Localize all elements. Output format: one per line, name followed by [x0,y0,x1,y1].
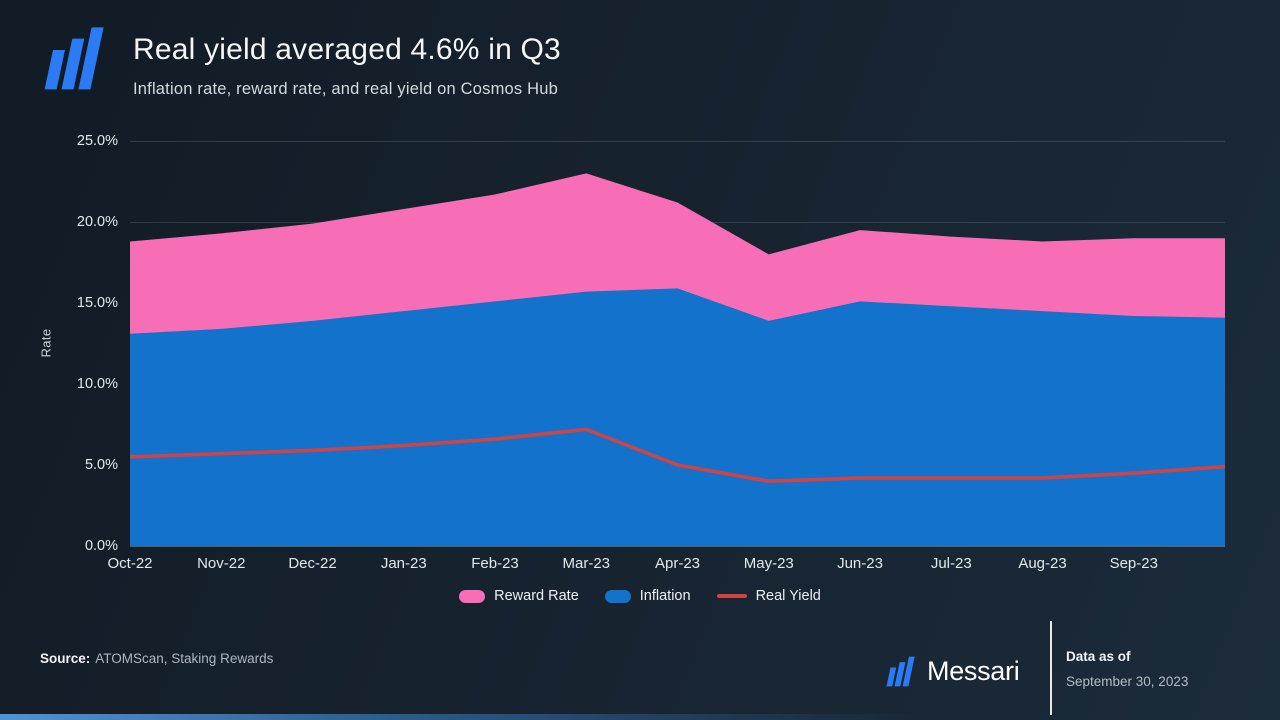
messari-logomark-icon [44,26,106,90]
x-tick-label: Aug-23 [1018,555,1067,572]
data-as-of-label: Data as of [1066,649,1131,664]
y-tick-label: 15.0% [76,295,118,311]
legend-swatch-inflation [604,589,631,603]
footer-divider [1050,621,1052,715]
x-tick-label: Nov-22 [197,555,246,572]
chart-subtitle: Inflation rate, reward rate, and real yi… [133,79,559,98]
bottom-accent-bar [0,714,1280,720]
x-tick-label: Dec-22 [288,555,337,572]
source-value: ATOMScan, Staking Rewards [95,651,274,666]
y-tick-label: 5.0% [84,457,118,473]
messari-footer-logomark-icon [886,656,915,687]
x-tick-label: Sep-23 [1109,555,1158,572]
plot-area [130,141,1225,547]
y-tick-label: 0.0% [84,538,118,554]
legend-swatch-reward-rate [459,589,486,603]
y-tick-label: 20.0% [76,214,118,230]
legend-item-inflation: Inflation [604,588,691,604]
legend-item-reward-rate: Reward Rate [459,588,579,604]
chart-svg [130,173,1225,546]
legend-label: Inflation [639,588,691,604]
source-label: Source: [40,651,91,666]
data-as-of: Data as of September 30, 2023 [1066,649,1188,689]
legend-label: Real Yield [755,588,821,604]
x-tick-label: Oct-22 [107,555,153,572]
x-tick-label: Jul-23 [930,555,972,572]
legend-swatch-real-yield [716,594,747,598]
x-tick-label: Jun-23 [837,555,883,572]
series-inflation [130,288,1225,546]
x-tick-label: Feb-23 [471,555,519,572]
legend-item-real-yield: Real Yield [716,588,821,604]
messari-logomark-svg [44,27,104,90]
messari-wordmark: Messari [927,656,1020,686]
y-axis-ticks: 0.0% 5.0% 10.0% 15.0% 20.0% 25.0% [0,133,118,554]
data-as-of-value: September 30, 2023 [1066,674,1189,689]
x-axis-ticks: Oct-22 Nov-22 Dec-22 Jan-23 Feb-23 Mar-23 Apr-… [107,555,1225,577]
source-note: Source: ATOMScan, Staking Rewards [40,651,273,666]
chart-title: Real yield averaged 4.6% in Q3 [133,33,561,66]
messari-brand: Messari [886,656,1020,687]
gridline [130,141,1225,142]
x-tick-label: May-23 [743,555,794,572]
chart-legend: Reward Rate Inflation Real Yield [0,588,1280,604]
series-real-yield [130,429,1225,481]
x-tick-label: Jan-23 [380,555,427,572]
y-tick-label: 25.0% [76,133,118,149]
x-tick-label: Mar-23 [562,555,611,572]
y-tick-label: 10.0% [76,376,118,392]
legend-label: Reward Rate [494,588,579,604]
chart-header: Real yield averaged 4.6% in Q3 Inflation… [133,33,561,99]
x-tick-label: Apr-23 [654,555,701,572]
